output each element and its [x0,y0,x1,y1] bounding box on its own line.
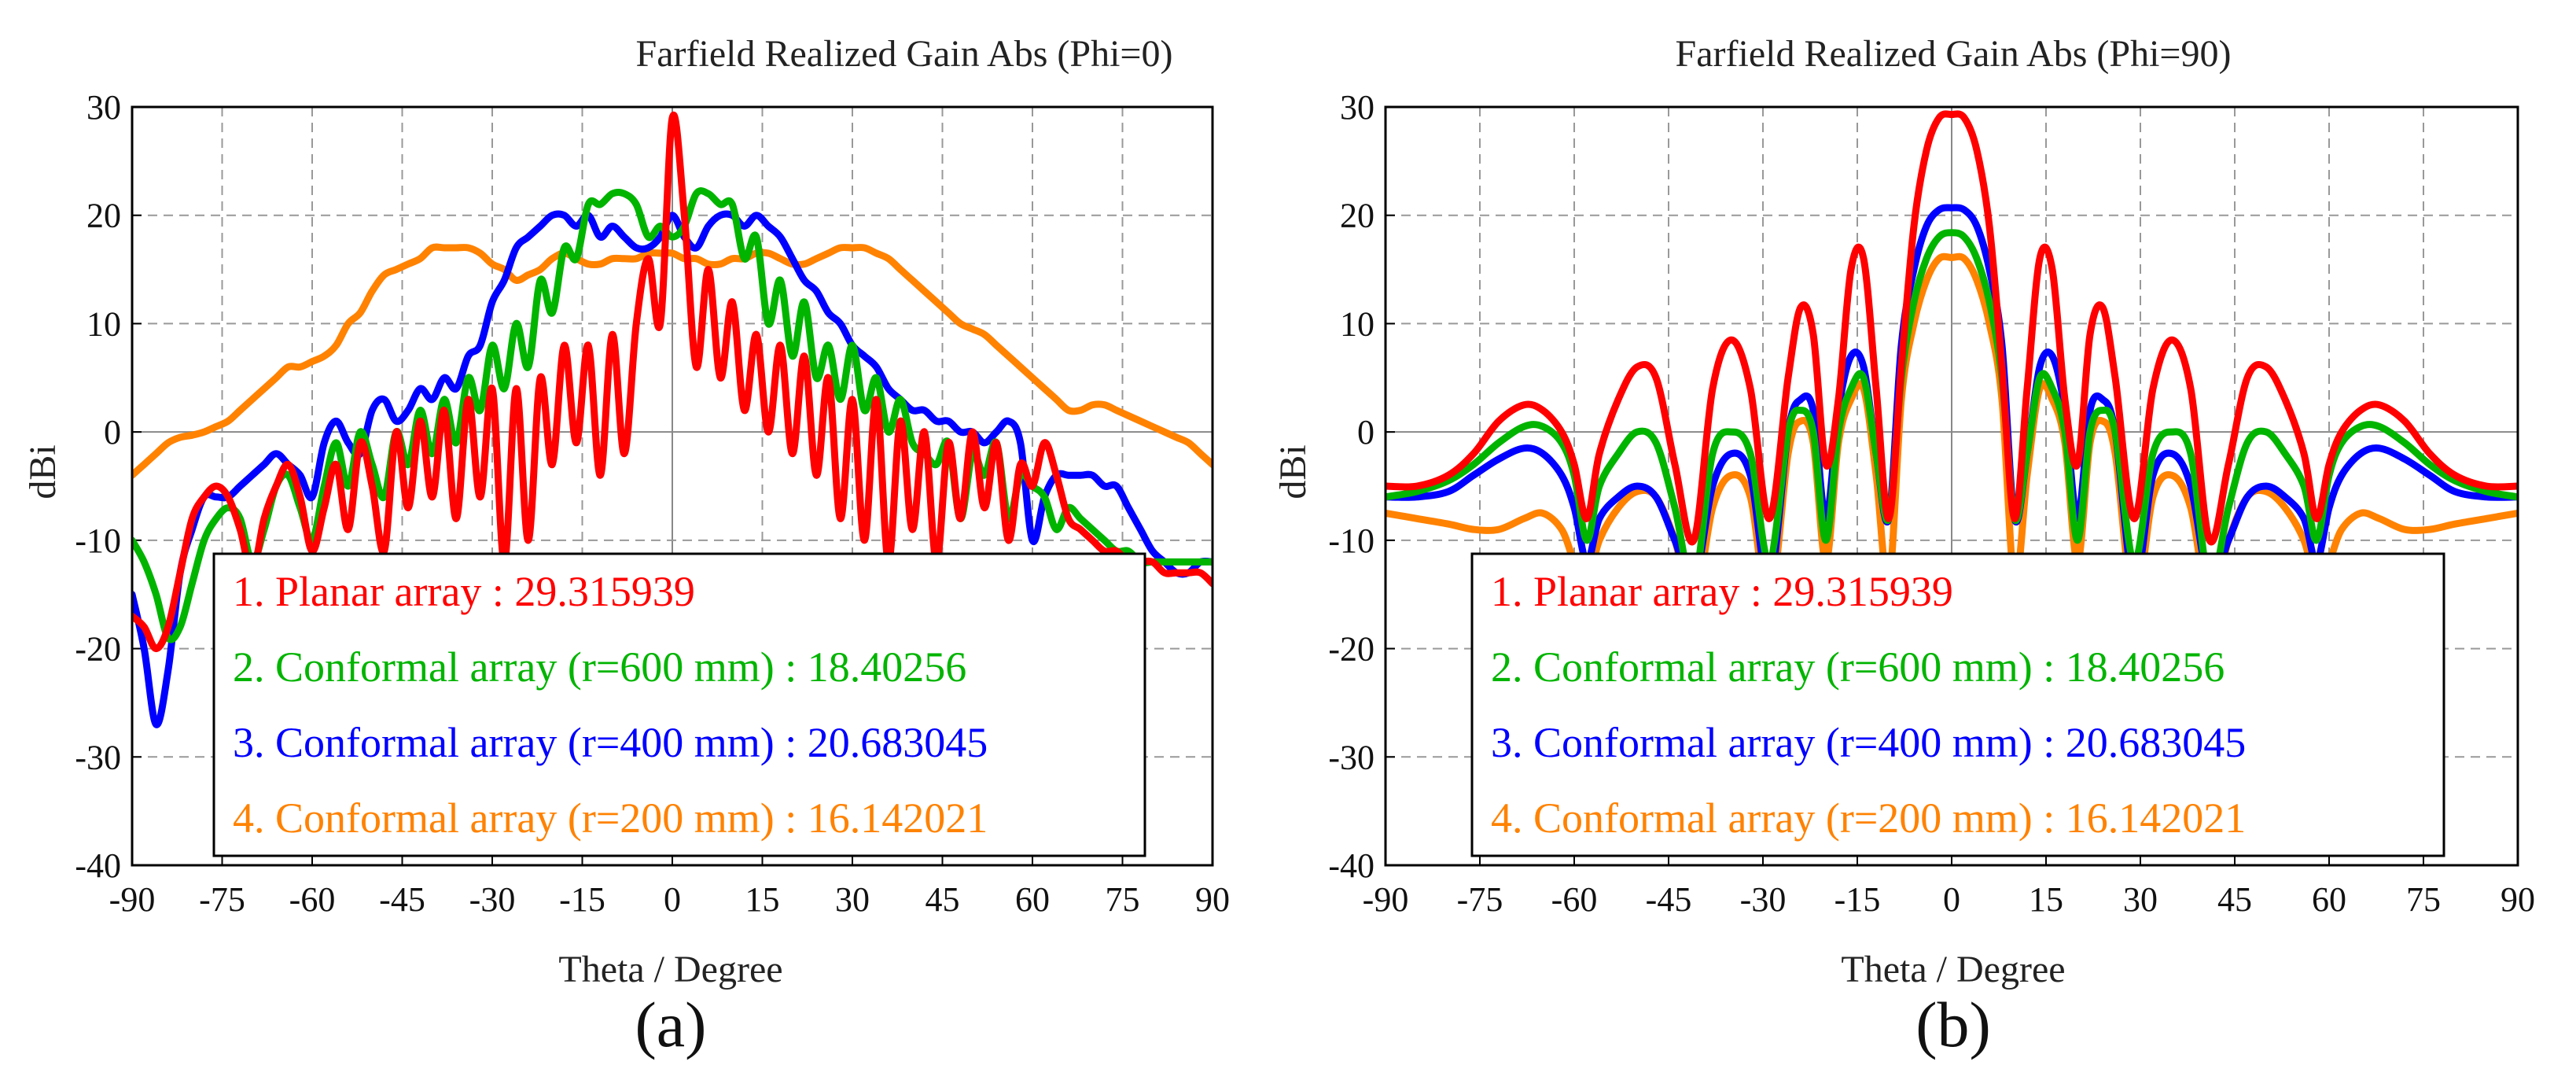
x-tick-label: -15 [559,880,605,919]
y-tick-label: 20 [86,197,121,235]
y-tick-labels: -40 -30 -20 -10 0 10 20 30 [75,88,121,885]
y-tick-label: 30 [86,88,121,127]
series-line-1 [1386,110,2518,546]
x-tick-label: -75 [199,880,245,919]
y-tick-label: -10 [1328,522,1374,560]
legend: 1. Planar array : 29.315939 2. Conformal… [212,552,1146,857]
y-axis-label: dBi [22,444,64,499]
legend-entry-planar: 1. Planar array : 29.315939 [1491,568,1953,615]
x-tick-label: 0 [1943,880,1960,919]
data-lines [132,112,1213,728]
y-tick-labels: -40 -30 -20 -10 0 10 20 30 [1328,88,1374,885]
chart-panel-b: Farfield Realized Gain Abs (Phi=90) dBi … [1272,33,2535,1060]
y-tick-label: -30 [75,738,121,776]
x-tick-labels: -90 -75 -60 -45 -30 -15 0 15 30 45 60 75 90 [109,880,1230,919]
y-tick-label: -20 [75,630,121,669]
legend-entry-conformal-400: 3. Conformal array (r=400 mm) : 20.68304… [1491,719,2246,766]
x-tick-label: -45 [1646,880,1692,919]
x-tick-label: 45 [2217,880,2252,919]
x-tick-label: 0 [664,880,681,919]
x-tick-label: 30 [835,880,870,919]
legend-entry-conformal-200: 4. Conformal array (r=200 mm) : 16.14202… [1491,794,2246,842]
series-line-4 [132,243,1213,479]
plot-area: -90 -75 -60 -45 -30 -15 0 15 30 45 60 75 90 -40 -30 -2… [1328,88,2535,919]
x-axis-label: Theta / Degree [558,949,782,990]
y-tick-label: -20 [1328,630,1374,669]
chart-title: Farfield Realized Gain Abs (Phi=90) [1676,33,2232,75]
x-tick-label: -90 [109,880,156,919]
x-tick-labels: -90 -75 -60 -45 -30 -15 0 15 30 45 60 75 90 [1363,880,2535,919]
y-tick-label: 0 [104,413,121,452]
x-tick-label: -30 [469,880,516,919]
panel-label: (a) [635,989,706,1060]
y-axis-label: dBi [1272,444,1314,499]
x-tick-label: 90 [1195,880,1230,919]
x-tick-label: -30 [1740,880,1787,919]
x-axis-label: Theta / Degree [1841,949,2065,990]
plot-frame [1384,105,2519,867]
chart-title: Farfield Realized Gain Abs (Phi=0) [636,33,1173,75]
x-tick-label: -75 [1457,880,1503,919]
x-tick-label: 15 [745,880,780,919]
x-tick-label: 30 [2123,880,2158,919]
data-lines [1386,110,2518,610]
x-tick-label: 45 [926,880,960,919]
legend-entry-conformal-600: 2. Conformal array (r=600 mm) : 18.40256 [1491,643,2225,691]
plot-frame [131,105,1214,867]
y-tick-label: 10 [1340,304,1374,343]
legend-entry-conformal-600: 2. Conformal array (r=600 mm) : 18.40256 [233,643,966,691]
legend-entry-planar: 1. Planar array : 29.315939 [233,568,695,615]
y-tick-label: 0 [1357,413,1374,452]
legend-entry-conformal-200: 4. Conformal array (r=200 mm) : 16.14202… [233,794,988,842]
y-tick-label: 30 [1340,88,1374,127]
legend-box [1470,552,2445,857]
series-line-1 [132,112,1213,653]
x-tick-label: -60 [1551,880,1598,919]
y-tick-label: 20 [1340,197,1374,235]
x-tick-label: 75 [2406,880,2441,919]
x-tick-label: 60 [2312,880,2346,919]
x-tick-label: -45 [379,880,425,919]
y-tick-label: -10 [75,522,121,560]
x-tick-label: 75 [1106,880,1140,919]
series-line-3 [1386,204,2518,589]
x-tick-label: -90 [1363,880,1409,919]
chart-panel-a: Farfield Realized Gain Abs (Phi=0) dBi T… [22,33,1230,1060]
series-line-2 [1386,229,2518,588]
series-line-3 [132,210,1213,728]
y-tick-label: -40 [75,846,121,885]
x-tick-label: 60 [1015,880,1050,919]
legend-box [212,552,1146,857]
panel-label: (b) [1915,989,1991,1060]
x-tick-label: -15 [1834,880,1881,919]
legend-entry-conformal-400: 3. Conformal array (r=400 mm) : 20.68304… [233,719,988,766]
x-tick-label: 15 [2029,880,2063,919]
x-tick-label: -60 [289,880,336,919]
y-tick-label: 10 [86,304,121,343]
x-tick-label: 90 [2501,880,2535,919]
legend: 1. Planar array : 29.315939 2. Conformal… [1470,552,2445,857]
y-tick-label: -30 [1328,738,1374,776]
y-tick-label: -40 [1328,846,1374,885]
